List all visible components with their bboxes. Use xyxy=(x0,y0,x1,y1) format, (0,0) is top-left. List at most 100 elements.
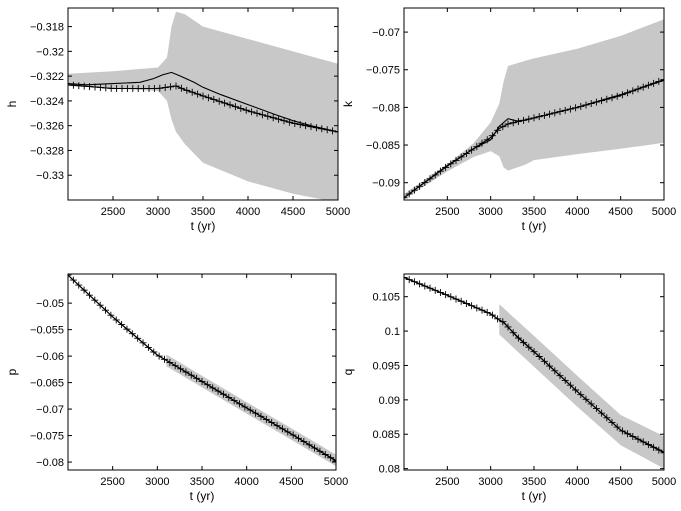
plus-marker xyxy=(118,321,126,329)
plus-marker xyxy=(285,118,293,126)
x-tick-label: 2500 xyxy=(100,476,124,488)
plus-marker xyxy=(332,457,336,465)
plus-marker xyxy=(566,381,574,389)
plus-marker xyxy=(535,113,543,121)
plus-marker xyxy=(530,348,538,356)
subplot-p: 2500 3000 3500 4000 4500 5000 −0.08 −0.075 −0.07… xyxy=(5,273,348,503)
x-tick-label: 3000 xyxy=(478,206,502,218)
plus-marker xyxy=(540,357,548,365)
plus-marker xyxy=(85,291,93,299)
plus-marker xyxy=(634,435,642,443)
plus-marker xyxy=(556,108,564,116)
plus-marker xyxy=(426,175,434,183)
x-tick-label: 3500 xyxy=(522,206,546,218)
plus-marker xyxy=(177,365,185,373)
y-tick-label: 0.1 xyxy=(385,326,400,338)
plus-marker xyxy=(166,358,174,366)
plus-marker xyxy=(203,381,211,389)
plus-marker xyxy=(535,352,543,360)
plus-marker xyxy=(156,84,164,92)
series-markers-reference xyxy=(404,274,664,457)
plus-marker xyxy=(230,397,238,405)
plus-marker xyxy=(478,139,486,147)
plus-marker xyxy=(504,120,512,128)
plus-marker xyxy=(334,128,338,136)
plus-marker xyxy=(452,156,460,164)
plus-marker xyxy=(167,83,175,91)
plus-marker xyxy=(629,87,637,95)
y-tick-label: 0.105 xyxy=(372,292,400,304)
x-tick-label: 3500 xyxy=(190,476,214,488)
plus-marker xyxy=(262,415,270,423)
plus-marker xyxy=(182,368,190,376)
subplot-h: 2500 3000 3500 4000 4500 5000 −0.33 −0.328 −0.32… xyxy=(5,7,350,233)
plus-marker xyxy=(252,409,260,417)
plus-marker xyxy=(257,412,265,420)
plus-marker xyxy=(473,304,481,312)
plus-marker xyxy=(587,100,595,108)
plus-marker xyxy=(473,143,481,151)
plus-marker xyxy=(329,127,337,135)
plus-marker xyxy=(225,393,233,401)
plus-marker xyxy=(462,299,470,307)
plus-marker xyxy=(499,123,507,131)
plus-marker xyxy=(577,102,585,110)
plus-marker xyxy=(457,153,465,161)
plus-marker xyxy=(639,438,647,446)
y-tick-label: −0.07 xyxy=(36,404,64,416)
plus-marker xyxy=(194,90,202,98)
plus-marker xyxy=(102,306,110,314)
plus-marker xyxy=(520,116,528,124)
plus-marker xyxy=(198,378,206,386)
plus-marker xyxy=(462,150,470,158)
plus-marker xyxy=(561,376,569,384)
x-axis-label: t (yr) xyxy=(522,219,547,233)
plus-marker xyxy=(172,82,180,90)
x-axis-label: t (yr) xyxy=(190,489,215,503)
plus-marker xyxy=(410,278,418,286)
plus-marker xyxy=(144,343,152,351)
y-axis-label: k xyxy=(341,100,355,107)
y-tick-label: −0.08 xyxy=(36,457,64,469)
plus-marker xyxy=(258,111,266,119)
y-tick-label: −0.055 xyxy=(30,325,64,337)
plus-marker xyxy=(188,88,196,96)
series-line-reference xyxy=(404,276,664,454)
plus-marker xyxy=(273,422,281,430)
plus-marker xyxy=(139,339,147,347)
plus-marker xyxy=(483,308,491,316)
plus-marker xyxy=(483,136,491,144)
plus-marker xyxy=(268,419,276,427)
x-tick-label: 4000 xyxy=(234,476,258,488)
plus-marker xyxy=(210,96,218,104)
series-line-reference xyxy=(68,274,336,462)
plus-marker xyxy=(75,281,83,289)
plus-marker xyxy=(442,291,450,299)
x-tick-label: 3000 xyxy=(478,476,502,488)
plus-marker xyxy=(307,123,315,131)
plus-marker xyxy=(226,101,234,109)
plus-marker xyxy=(91,296,99,304)
plus-marker xyxy=(426,284,434,292)
plus-marker xyxy=(253,109,261,117)
plus-marker xyxy=(96,301,104,309)
y-tick-label: −0.07 xyxy=(372,27,400,39)
plus-marker xyxy=(316,447,324,455)
plus-marker xyxy=(618,427,626,435)
plus-marker xyxy=(183,86,191,94)
x-tick-label: 3000 xyxy=(145,476,169,488)
plus-marker xyxy=(624,430,632,438)
plus-marker xyxy=(289,431,297,439)
plus-marker xyxy=(592,405,600,413)
y-tick-label: −0.06 xyxy=(36,351,64,363)
y-tick-label: −0.326 xyxy=(30,121,64,133)
plus-marker xyxy=(499,318,507,326)
subplot-q: 2500 3000 3500 4000 4500 5000 0.08 0.085 0.09 0.0… xyxy=(341,273,676,503)
x-tick-label: 4000 xyxy=(565,206,589,218)
plus-marker xyxy=(494,315,502,323)
x-tick-label: 3500 xyxy=(522,476,546,488)
plus-marker xyxy=(405,276,413,284)
x-tick-label: 4500 xyxy=(608,206,632,218)
plus-marker xyxy=(327,454,335,462)
plus-marker xyxy=(294,434,302,442)
